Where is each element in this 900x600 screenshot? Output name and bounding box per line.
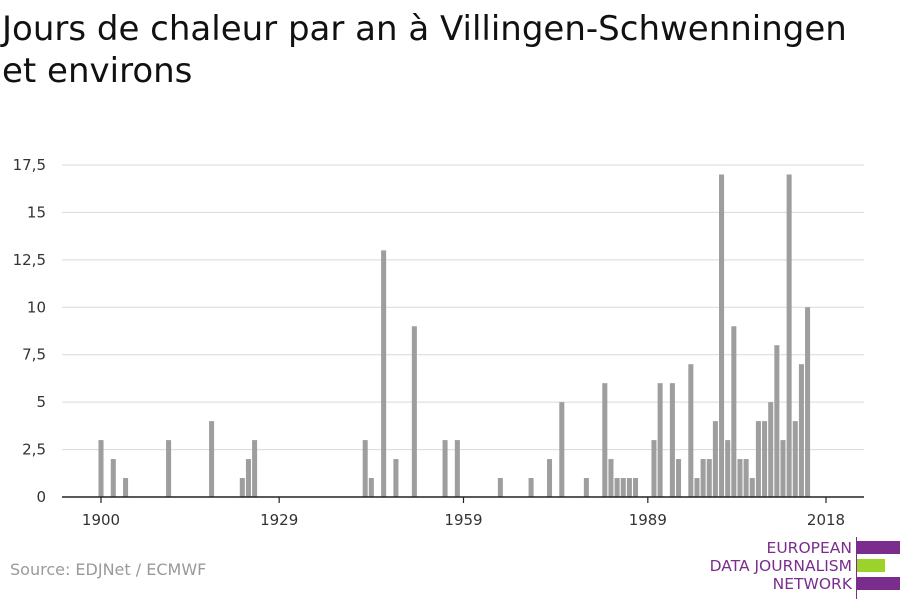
x-tick-label: 1989 <box>629 511 667 529</box>
bar-1975 <box>559 402 565 497</box>
x-tick-label: 1900 <box>82 511 120 529</box>
bar-1987 <box>633 478 639 497</box>
bar-2015 <box>805 307 811 497</box>
bar-1985 <box>620 478 626 497</box>
y-axis-ticks: 0 2,5 5 7,5 10 12,5 15 17,5 <box>13 156 46 506</box>
bar-2007 <box>755 421 761 497</box>
bar-2013 <box>792 421 798 497</box>
bar-2005 <box>743 459 749 497</box>
bar-1900 <box>98 440 104 497</box>
bar-2004 <box>737 459 743 497</box>
bar-1991 <box>657 383 663 497</box>
bar-1948 <box>393 459 399 497</box>
bar-2003 <box>731 326 737 497</box>
grid-lines <box>62 164 864 451</box>
bar-1984 <box>614 478 620 497</box>
bar-1997 <box>694 478 700 497</box>
bar-1993 <box>669 383 675 497</box>
y-tick-label: 0 <box>36 488 46 506</box>
y-tick-label: 7,5 <box>22 346 46 364</box>
bar-1958 <box>454 440 460 497</box>
bar-2009 <box>768 402 774 497</box>
bar-chart: 0 2,5 5 7,5 10 12,5 15 17,5 1900 1929 1959 1989 201… <box>13 156 864 529</box>
bar-1990 <box>651 440 657 497</box>
bar-2006 <box>749 478 755 497</box>
bar-1998 <box>700 459 706 497</box>
logo-line-3: NETWORK <box>772 575 852 593</box>
bars <box>98 174 811 497</box>
y-tick-label: 10 <box>27 298 46 316</box>
y-tick-label: 15 <box>27 203 46 221</box>
bar-2010 <box>774 345 780 497</box>
x-tick-label: 1959 <box>444 511 482 529</box>
x-tick-label: 2018 <box>807 511 845 529</box>
y-tick-label: 12,5 <box>13 251 46 269</box>
bar-1904 <box>123 478 129 497</box>
logo-bar-top <box>857 541 900 554</box>
bar-1924 <box>245 459 251 497</box>
bar-1983 <box>608 459 614 497</box>
bar-1973 <box>546 459 553 497</box>
logo-line-1: EUROPEAN <box>766 539 852 557</box>
bar-2012 <box>786 174 792 497</box>
y-tick-label: 2,5 <box>22 441 46 459</box>
bar-2011 <box>780 440 786 497</box>
bar-1925 <box>252 440 258 497</box>
edjnet-logo: EUROPEAN DATA JOURNALISM NETWORK <box>700 537 900 599</box>
bar-2001 <box>719 174 725 497</box>
bar-1946 <box>381 250 387 497</box>
bar-1902 <box>110 459 116 497</box>
x-axis: 1900 1929 1959 1989 2018 <box>62 496 864 529</box>
bar-1994 <box>676 459 682 497</box>
bar-1999 <box>706 459 712 497</box>
bar-2014 <box>798 364 804 497</box>
bar-1951 <box>411 326 417 497</box>
bar-1911 <box>166 440 172 497</box>
logo-rule <box>856 537 857 599</box>
bar-1918 <box>209 421 215 497</box>
bar-1956 <box>442 440 448 497</box>
bar-2000 <box>712 421 718 497</box>
bar-2008 <box>762 421 768 497</box>
bar-1943 <box>362 440 368 497</box>
bar-2002 <box>725 440 731 497</box>
bar-1923 <box>239 478 245 497</box>
bar-1986 <box>626 478 632 497</box>
logo-bar-middle <box>857 559 885 572</box>
logo-line-2: DATA JOURNALISM <box>709 557 852 575</box>
bar-1965 <box>497 478 503 497</box>
y-tick-label: 17,5 <box>13 156 46 174</box>
source-note: Source: EDJNet / ECMWF <box>10 560 207 579</box>
bar-1982 <box>602 383 608 497</box>
bar-1944 <box>368 478 374 497</box>
bar-1970 <box>528 478 534 497</box>
logo-bar-bottom <box>857 577 900 590</box>
x-tick-label: 1929 <box>260 511 298 529</box>
chart-title: Jours de chaleur par an à Villingen-Schw… <box>2 9 847 91</box>
y-tick-label: 5 <box>36 393 46 411</box>
bar-1979 <box>583 478 589 497</box>
bar-1996 <box>688 364 694 497</box>
